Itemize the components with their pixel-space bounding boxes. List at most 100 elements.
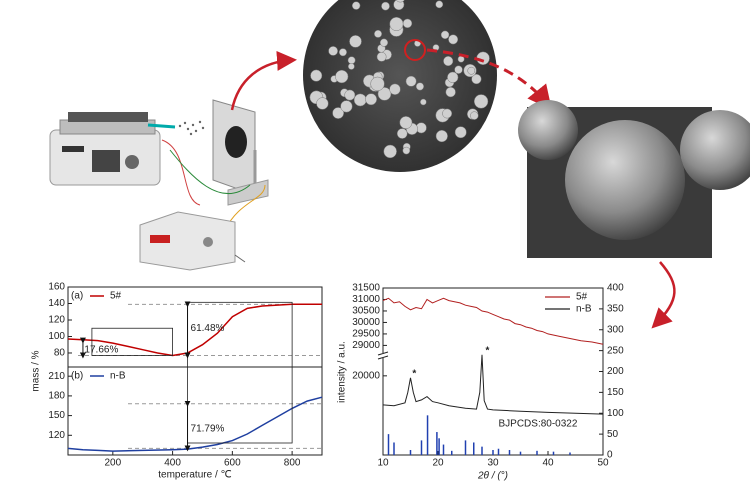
- particle: [402, 146, 411, 155]
- y2-tick-label: 250: [607, 345, 624, 356]
- particle: [381, 1, 390, 11]
- data-line: [67, 303, 322, 357]
- schematic: [49, 50, 297, 271]
- y-tick-label: 29000: [352, 340, 380, 351]
- x-tick-label: 20: [432, 458, 444, 469]
- x-axis-title: temperature / ℃: [158, 470, 231, 481]
- x-tick-label: 10: [377, 458, 389, 469]
- particle: [374, 29, 382, 38]
- y-tick-label: 120: [48, 315, 65, 326]
- particle: [328, 46, 338, 56]
- y-tick-label: 140: [48, 298, 65, 309]
- y-tick-label: 30000: [352, 317, 380, 328]
- particle: [338, 48, 347, 57]
- panel-label: (b): [71, 371, 83, 382]
- particle: [440, 30, 450, 40]
- axis-break: [379, 353, 387, 358]
- tga-chart: 200 400 600 800 temperature / ℃ mass / % 80 100…: [31, 282, 323, 481]
- particle: [435, 0, 444, 9]
- particle: [377, 87, 392, 101]
- y-tick-label: 210: [48, 371, 65, 382]
- particle: [353, 93, 367, 107]
- data-line: [382, 354, 604, 415]
- y-tick-label: 29500: [352, 329, 380, 340]
- x-tick-label: 600: [224, 458, 241, 469]
- xrd-chart: 10 20 30 40 50 290002950030000305003100031500…: [337, 283, 624, 482]
- y-tick-label: 160: [48, 282, 65, 293]
- legend-label: 5#: [110, 291, 122, 302]
- sem-zoom: [518, 100, 750, 329]
- particle: [348, 63, 355, 70]
- y2-tick-label: 50: [607, 429, 619, 440]
- particle: [435, 130, 448, 143]
- particle: [396, 128, 408, 139]
- peak-marker: *: [486, 345, 490, 356]
- particle: [332, 107, 344, 119]
- x-tick-label: 40: [542, 458, 554, 469]
- particle: [454, 65, 463, 74]
- y2-tick-label: 100: [607, 408, 624, 419]
- y-tick-label: 100: [48, 331, 65, 342]
- particle: [447, 71, 459, 83]
- particle: [415, 82, 424, 91]
- axis-break: [377, 355, 389, 360]
- particle: [389, 83, 401, 95]
- y-tick-label: 180: [48, 391, 65, 402]
- annotation: 17.66%: [84, 344, 118, 355]
- particle: [316, 97, 329, 110]
- annotation: 71.79%: [191, 423, 225, 434]
- y-tick-label: 120: [48, 430, 65, 441]
- y2-tick-label: 200: [607, 366, 624, 377]
- particle: [442, 108, 453, 119]
- particle: [405, 75, 417, 87]
- particle: [443, 56, 454, 67]
- particle: [471, 74, 482, 85]
- x-tick-label: 800: [284, 458, 301, 469]
- y2-tick-label: 300: [607, 324, 624, 335]
- x-tick-label: 400: [164, 458, 181, 469]
- particle: [454, 126, 467, 139]
- particle: [420, 98, 427, 106]
- particle: [448, 34, 459, 45]
- y2-tick-label: 350: [607, 304, 624, 315]
- panel-label: (a): [71, 291, 83, 302]
- y-axis-title: intensity / a.u.: [337, 341, 348, 403]
- y2-tick-label: 400: [607, 283, 624, 294]
- legend-label: n-B: [110, 371, 126, 382]
- highlight-box: [91, 327, 173, 356]
- x-axis-title: 2θ / (°): [477, 471, 508, 482]
- particle: [352, 1, 361, 10]
- particle: [395, 0, 405, 3]
- particle: [470, 111, 479, 120]
- particle: [445, 86, 456, 98]
- x-tick-label: 200: [104, 458, 121, 469]
- y-tick-label: 20000: [352, 370, 380, 381]
- y2-tick-label: 150: [607, 387, 624, 398]
- axis-break: [377, 351, 389, 356]
- sem-overview: [303, 0, 552, 172]
- particle: [365, 93, 377, 106]
- data-line: [382, 297, 604, 345]
- particle: [389, 17, 404, 31]
- highlight-box: [187, 301, 293, 444]
- particle: [467, 66, 476, 75]
- y-tick-label: 31500: [352, 283, 380, 294]
- legend-label: n-B: [576, 304, 592, 315]
- y-tick-label: 31000: [352, 294, 380, 305]
- annotation: 61.48%: [191, 323, 225, 334]
- y-tick-label: 30500: [352, 306, 380, 317]
- particle: [310, 69, 323, 82]
- reference-label: BJPCDS:80-0322: [499, 419, 578, 430]
- particle: [335, 69, 349, 84]
- particle: [399, 116, 413, 129]
- particle: [393, 0, 405, 11]
- y-tick-label: 80: [54, 348, 66, 359]
- particle: [370, 76, 385, 92]
- particle: [347, 56, 356, 65]
- y-axis-title: mass / %: [31, 350, 42, 391]
- peak-marker: *: [412, 368, 416, 379]
- x-tick-label: 30: [487, 458, 499, 469]
- plot-frame: [67, 286, 323, 456]
- particle: [383, 144, 397, 159]
